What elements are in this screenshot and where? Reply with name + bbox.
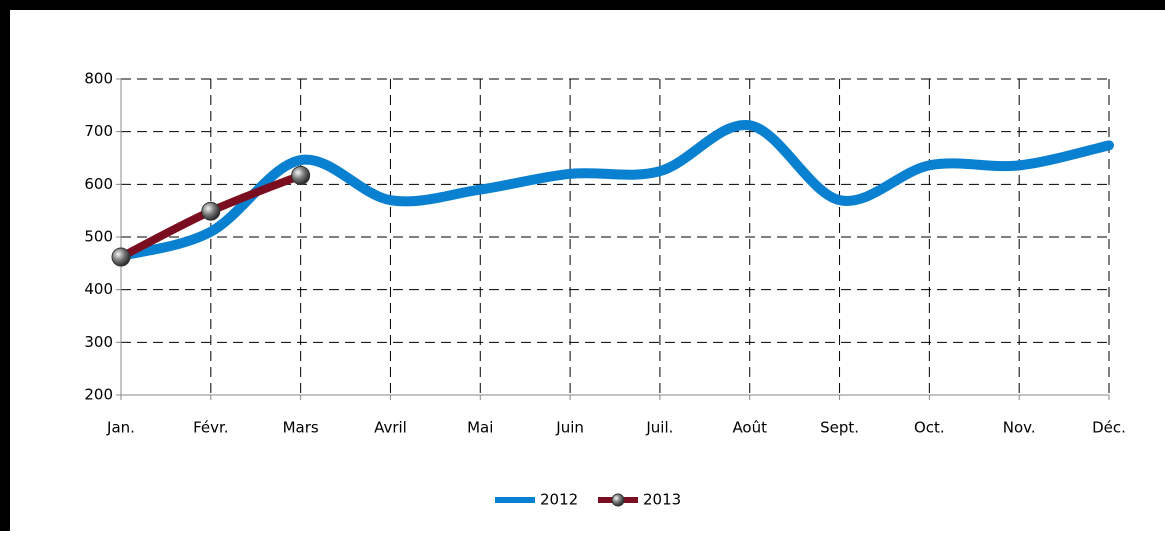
y-tick-label: 400 — [84, 280, 113, 298]
x-tick-label: Jan. — [106, 419, 135, 437]
y-tick-label: 500 — [84, 228, 113, 246]
x-tick-label: Oct. — [914, 419, 945, 437]
x-tick-label: Août — [732, 419, 767, 437]
y-tick-label: 200 — [84, 386, 113, 404]
legend-label: 2013 — [643, 491, 681, 509]
legend-label: 2012 — [540, 491, 578, 509]
y-tick-label: 700 — [84, 122, 113, 140]
x-tick-label: Déc. — [1092, 419, 1126, 437]
x-tick-label: Sept. — [820, 419, 859, 437]
frame-top — [0, 0, 1165, 10]
x-tick-label: Mai — [467, 419, 493, 437]
x-tick-label: Févr. — [193, 419, 228, 437]
x-tick-label: Mars — [283, 419, 319, 437]
point-marker — [201, 201, 221, 221]
point-marker — [111, 247, 131, 267]
y-tick-label: 300 — [84, 333, 113, 351]
x-tick-label: Nov. — [1003, 419, 1036, 437]
x-tick-label: Juin — [555, 419, 584, 437]
frame-left — [0, 0, 10, 531]
y-tick-label: 800 — [84, 70, 113, 88]
x-tick-label: Avril — [374, 419, 407, 437]
y-tick-label: 600 — [84, 175, 113, 193]
x-tick-label: Juil. — [645, 419, 673, 437]
series-line — [116, 120, 1114, 261]
legend-marker — [611, 493, 625, 507]
point-marker — [291, 165, 311, 185]
